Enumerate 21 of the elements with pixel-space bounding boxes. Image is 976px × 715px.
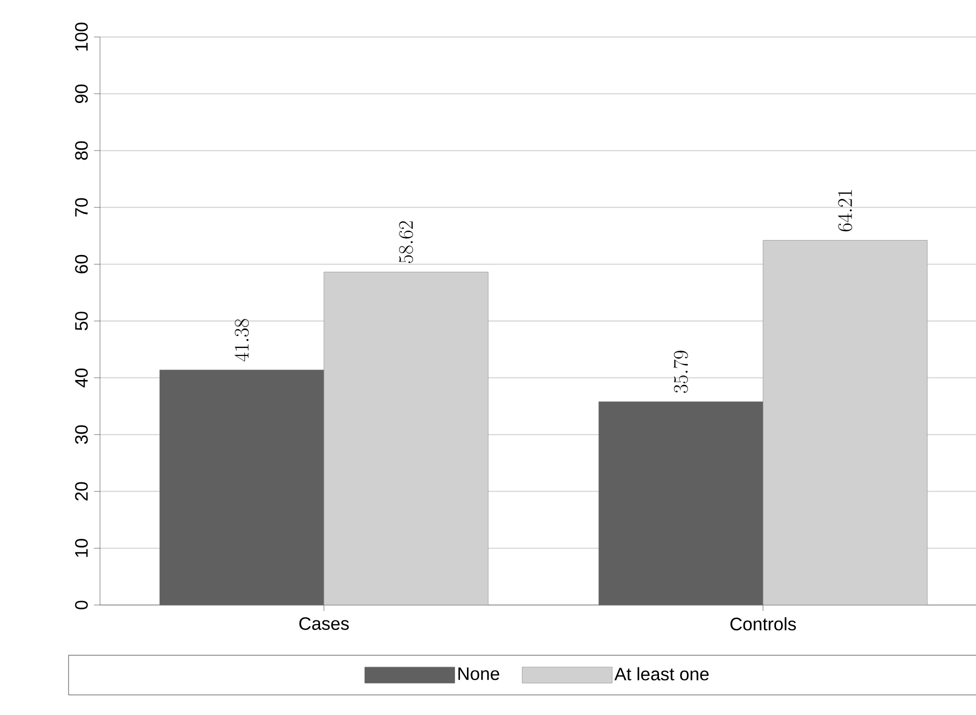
legend-label: None xyxy=(458,668,500,680)
y-tick-label: 70 xyxy=(75,198,88,216)
legend-label: At least one xyxy=(614,667,709,680)
y-tick-label: 10 xyxy=(75,538,88,557)
y-tick-label: 90 xyxy=(75,84,88,103)
x-tick-label: Controls xyxy=(730,617,796,630)
y-tick-label: 20 xyxy=(75,482,88,501)
y-tick-label: 0 xyxy=(75,600,88,610)
x-tick-label: Cases xyxy=(299,617,349,630)
y-tick-label: 100 xyxy=(75,22,88,51)
data-label: 58.62 xyxy=(399,221,414,263)
y-tick-label: 80 xyxy=(75,141,88,160)
y-tick-label: 40 xyxy=(75,368,88,388)
y-tick-label: 30 xyxy=(75,425,88,444)
bar xyxy=(598,402,764,606)
y-tick-label: 60 xyxy=(75,254,88,274)
data-label: 41 .38 xyxy=(234,318,249,362)
bar xyxy=(160,370,324,606)
data-label: 35.79 xyxy=(674,350,688,393)
data-label: 64.21 xyxy=(838,190,852,232)
y-tick-label: 50 xyxy=(75,312,88,330)
